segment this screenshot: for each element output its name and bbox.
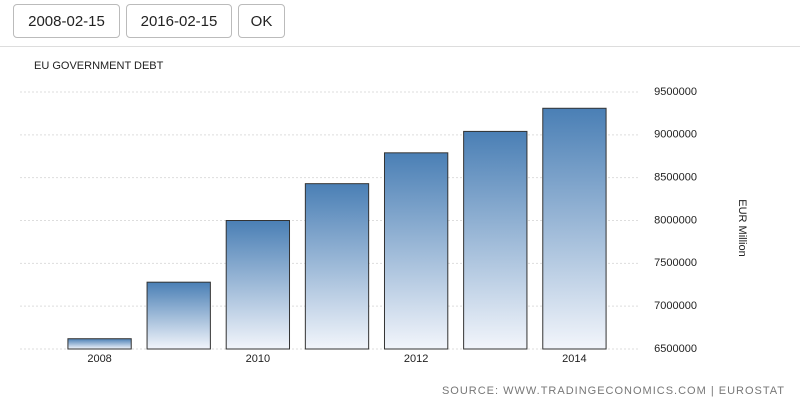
y-tick-label: 9000000 [654,129,697,141]
y-tick-label: 7500000 [654,257,697,269]
x-tick-label: 2012 [404,353,428,365]
bar [225,220,291,350]
y-tick-label: 7000000 [654,300,697,312]
bar [67,338,132,350]
y-tick-label: 8500000 [654,172,697,184]
bar [463,130,528,350]
x-tick-label: 2014 [562,353,586,365]
ok-button[interactable]: OK [238,4,285,38]
y-axis-label: EUR Million [736,199,748,256]
x-tick-label: 2010 [246,353,270,365]
start-date[interactable]: 2008-02-15 [13,4,120,38]
y-tick-label: 8000000 [654,214,697,226]
chart-title: EU GOVERNMENT DEBT [34,60,164,72]
bar [304,183,370,350]
bar [542,107,607,350]
y-tick-label: 9500000 [654,86,697,98]
bar [146,281,211,350]
x-tick-label: 2008 [87,353,111,365]
y-tick-label: 6500000 [654,343,697,355]
source-note: SOURCE: WWW.TRADINGECONOMICS.COM | EUROS… [442,385,785,397]
bar [383,152,449,350]
end-date[interactable]: 2016-02-15 [126,4,232,38]
toolbar: 2008-02-15 2016-02-15 OK [0,0,800,47]
